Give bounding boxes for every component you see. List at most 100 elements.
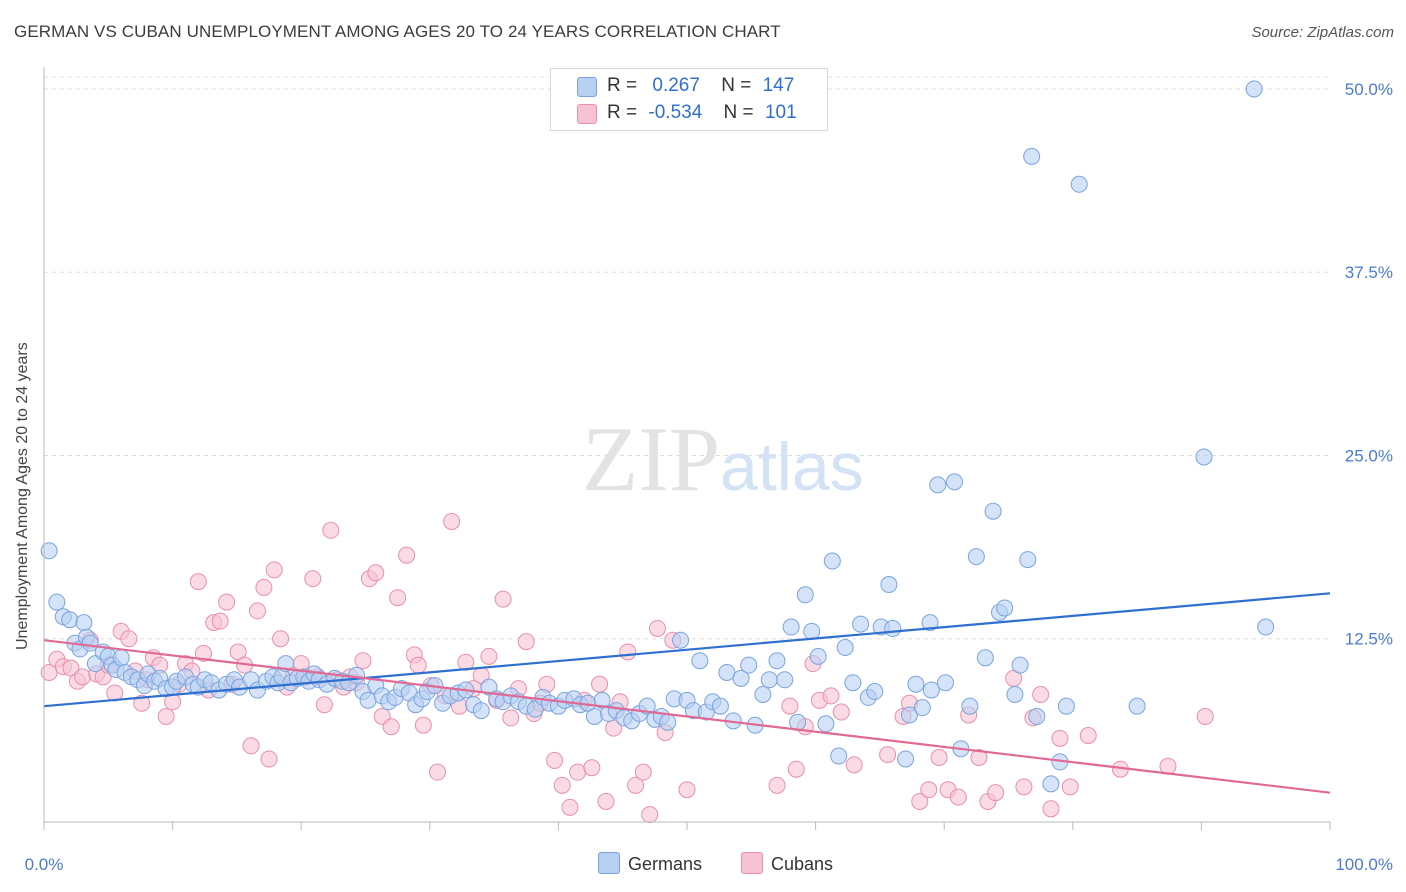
cuban-point (787, 760, 805, 778)
cuban-point (255, 578, 273, 596)
cuban-point (1051, 729, 1069, 747)
germans-n-value: 147 (762, 75, 795, 96)
german-point (782, 618, 800, 636)
cuban-point (74, 668, 92, 686)
german-point (1070, 175, 1088, 193)
german-point (921, 614, 939, 632)
cuban-point (322, 521, 340, 539)
germans-points (40, 80, 1275, 793)
german-point (823, 552, 841, 570)
german-point (359, 691, 377, 709)
cuban-point (591, 675, 609, 693)
cuban-point (272, 630, 290, 648)
cuban-point (409, 656, 427, 674)
germans-r-label: R = (607, 75, 638, 96)
cuban-point (597, 792, 615, 810)
german-point (776, 671, 794, 689)
source-credit: Source: ZipAtlas.com (1251, 24, 1394, 41)
cuban-point (211, 612, 229, 630)
german-point (884, 619, 902, 637)
cubans-n-value: 101 (764, 102, 797, 123)
german-point (48, 593, 66, 611)
cuban-point (398, 546, 416, 564)
cuban-point (781, 697, 799, 715)
german-point (897, 750, 915, 768)
german-point (691, 652, 709, 670)
grid-lines (44, 76, 1330, 640)
german-point (830, 747, 848, 765)
cuban-point (382, 718, 400, 736)
cuban-point (569, 763, 587, 781)
x-tick-label: 100.0% (1335, 855, 1393, 874)
cuban-point (502, 709, 520, 727)
german-point (86, 655, 104, 673)
cuban-point (1079, 727, 1097, 745)
german-point (996, 599, 1014, 617)
german-point (836, 639, 854, 657)
german-point (347, 666, 365, 684)
german-point (112, 649, 130, 667)
cuban-point (389, 589, 407, 607)
german-point (711, 697, 729, 715)
german-point (961, 697, 979, 715)
cuban-point (648, 619, 666, 637)
cuban-point (678, 781, 696, 799)
cuban-point (367, 564, 385, 582)
cubans-legend-label: Cubans (771, 854, 834, 874)
german-point (817, 715, 835, 733)
cuban-point (641, 806, 659, 824)
german-point (866, 683, 884, 701)
german-point (900, 706, 918, 724)
cuban-point (634, 763, 652, 781)
german-point (480, 678, 498, 696)
cuban-point (930, 748, 948, 766)
bottom-legend-germans: Germans (598, 852, 702, 875)
cuban-point (822, 687, 840, 705)
german-point (945, 473, 963, 491)
cuban-point (189, 573, 207, 591)
cuban-point (414, 716, 432, 734)
cuban-point (133, 694, 151, 712)
cuban-point (619, 643, 637, 661)
germans-swatch (577, 77, 597, 97)
cuban-point (304, 570, 322, 588)
german-point (922, 681, 940, 699)
german-point (718, 663, 736, 681)
cuban-point (443, 512, 461, 530)
y-tick-label: 50.0% (1345, 80, 1393, 99)
german-point (740, 656, 758, 674)
cuban-point (879, 746, 897, 764)
cuban-point (1032, 685, 1050, 703)
cubans-legend-swatch (741, 852, 763, 874)
x-tick-label: 0.0% (25, 855, 64, 874)
cubans-r-label: R = (607, 102, 638, 123)
german-point (1057, 697, 1075, 715)
cuban-point (1042, 800, 1060, 818)
cuban-point (218, 593, 236, 611)
cuban-point (157, 707, 175, 725)
cuban-point (248, 602, 266, 620)
y-tick-label: 37.5% (1345, 263, 1393, 282)
correlation-legend: R = 0.267 N = 147 R = -0.534 N = 101 (550, 68, 828, 131)
germans-legend-swatch (598, 852, 620, 874)
german-point (1023, 147, 1041, 165)
german-point (1042, 775, 1060, 793)
german-point (472, 702, 490, 720)
german-point (803, 622, 821, 640)
cuban-point (832, 703, 850, 721)
germans-n-label: N = (721, 75, 752, 96)
german-point (1028, 707, 1046, 725)
german-point (1245, 80, 1263, 98)
cuban-point (987, 784, 1005, 802)
cubans-n-label: N = (723, 102, 754, 123)
cuban-point (845, 756, 863, 774)
bottom-legend-cubans: Cubans (741, 852, 833, 875)
cuban-point (429, 763, 447, 781)
trend-lines (43, 592, 1331, 794)
cuban-point (265, 561, 283, 579)
cuban-point (583, 759, 601, 777)
cuban-point (120, 630, 138, 648)
german-point (760, 671, 778, 689)
german-point (880, 576, 898, 594)
german-point (61, 611, 79, 629)
